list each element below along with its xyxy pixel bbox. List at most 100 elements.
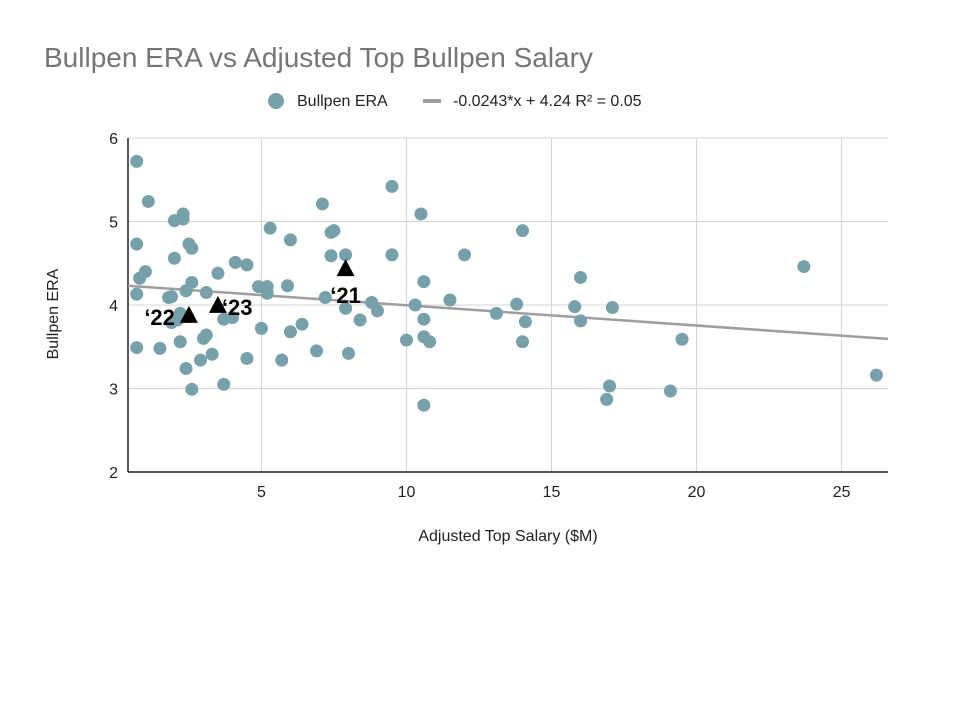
data-point (228, 255, 242, 269)
data-point (141, 194, 155, 208)
annotation-marker (208, 295, 227, 313)
y-tick-label: 6 (109, 131, 118, 148)
annotation-marker (179, 305, 198, 323)
data-point (315, 197, 329, 211)
data-point (254, 321, 268, 335)
x-tick-label: 20 (688, 484, 706, 501)
data-point (130, 154, 144, 168)
annotation-label: ‘22 (144, 305, 175, 330)
data-point (199, 285, 213, 299)
tick-labels: 2 3 4 5 6 5 10 15 20 25 (109, 131, 850, 501)
data-point (869, 368, 883, 382)
x-axis-title: Adjusted Top Salary ($M) (418, 528, 597, 545)
data-point (327, 224, 341, 238)
data-point (275, 353, 289, 367)
trendline-layer (127, 284, 889, 341)
y-tick-label: 3 (109, 382, 118, 399)
legend-label-series: Bullpen ERA (297, 93, 388, 110)
data-point (217, 377, 231, 391)
x-tick-label: 5 (257, 484, 266, 501)
data-point (283, 233, 297, 247)
data-points (130, 154, 883, 412)
data-point (179, 284, 193, 298)
data-point (443, 293, 457, 307)
data-point (417, 312, 431, 326)
data-point (211, 266, 225, 280)
data-point (353, 313, 367, 327)
y-tick-label: 2 (109, 465, 118, 482)
data-point (399, 333, 413, 347)
data-point (516, 335, 530, 349)
data-point (423, 335, 437, 349)
data-point (605, 301, 619, 315)
legend-marker-point (268, 93, 284, 109)
data-point (600, 392, 614, 406)
data-point (263, 221, 277, 235)
trendline (127, 284, 889, 341)
x-tick-label: 25 (833, 484, 851, 501)
legend-label-trendline: -0.0243*x + 4.24 R² = 0.05 (453, 93, 642, 110)
annotations: ‘21 ‘22 ‘23 (144, 259, 361, 330)
data-point (173, 335, 187, 349)
data-point (176, 212, 190, 226)
data-point (162, 290, 176, 304)
data-point (516, 224, 530, 238)
data-point (408, 298, 422, 312)
data-point (417, 275, 431, 289)
data-point (133, 271, 147, 285)
data-point (518, 315, 532, 329)
data-point (199, 328, 213, 342)
axes (127, 138, 888, 473)
data-point (205, 347, 219, 361)
annotation-label: ‘23 (222, 295, 253, 320)
gridlines (128, 137, 888, 472)
data-point (179, 361, 193, 375)
x-tick-label: 10 (398, 484, 416, 501)
data-point (153, 341, 167, 355)
data-point (568, 300, 582, 314)
y-tick-label: 5 (109, 215, 118, 232)
annotation-marker (336, 259, 355, 277)
data-point (324, 249, 338, 263)
data-point (225, 311, 239, 325)
data-point (339, 301, 353, 315)
y-tick-label: 4 (109, 298, 118, 315)
data-point (310, 344, 324, 358)
data-point (675, 332, 689, 346)
data-point (185, 382, 199, 396)
data-point (414, 207, 428, 221)
data-point (281, 279, 295, 293)
data-point (194, 353, 208, 367)
data-point (240, 258, 254, 272)
data-point (130, 237, 144, 251)
data-point (603, 379, 617, 393)
data-point (283, 325, 297, 339)
y-axis-title: Bullpen ERA (45, 268, 62, 359)
data-point (510, 297, 524, 311)
data-point (295, 317, 309, 331)
data-point (130, 341, 144, 355)
data-point (797, 260, 811, 274)
data-point (385, 248, 399, 262)
data-point (663, 384, 677, 398)
data-point (260, 286, 274, 300)
data-point (240, 351, 254, 365)
data-point (185, 241, 199, 255)
chart-title: Bullpen ERA vs Adjusted Top Bullpen Sala… (44, 42, 593, 73)
data-point (341, 346, 355, 360)
data-point (385, 179, 399, 193)
data-point (574, 270, 588, 284)
data-point (130, 287, 144, 301)
data-point (165, 316, 179, 330)
data-point (574, 314, 588, 328)
data-point (339, 248, 353, 262)
data-point (417, 398, 431, 412)
legend: Bullpen ERA -0.0243*x + 4.24 R² = 0.05 (268, 93, 642, 110)
data-point (167, 251, 181, 265)
data-point (370, 304, 384, 318)
annotation-label: ‘21 (330, 283, 361, 308)
data-point (489, 306, 503, 320)
data-point (457, 248, 471, 262)
data-point (318, 290, 332, 304)
